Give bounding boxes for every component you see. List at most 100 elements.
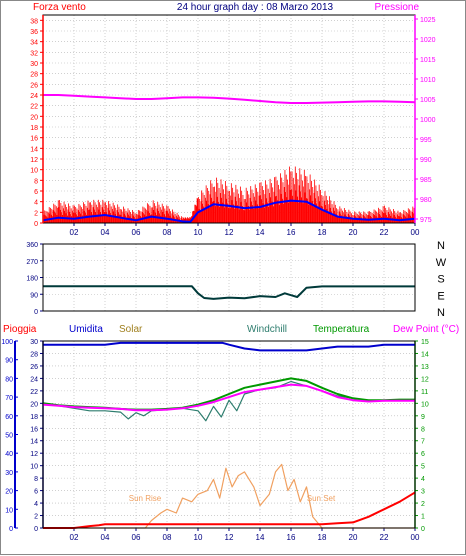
wind-gust-bar [225, 198, 227, 223]
wind-gust-bar [152, 207, 153, 223]
wind-gust-bar [284, 169, 286, 223]
wind-panel-x-tick-label: 16 [287, 228, 296, 237]
wind-gust-bar [62, 215, 64, 223]
wind-gust-bar [376, 217, 378, 223]
wind-gust-bar [254, 196, 255, 223]
wind-gust-bar [407, 213, 409, 223]
wind-gust-bar [307, 198, 308, 223]
wind-gust-bar [92, 214, 93, 223]
wind-gust-bar [380, 210, 382, 223]
wind-y-tick-label: 32 [30, 50, 38, 57]
wind-gust-bar [381, 216, 383, 223]
wind-gust-bar [291, 189, 292, 223]
wind-gust-bar [92, 207, 94, 223]
wind-gust-bar [325, 204, 327, 223]
wind-gust-bar [160, 215, 162, 223]
wind-gust-bar [349, 211, 351, 223]
wind-gust-bar [305, 175, 307, 223]
direction-tick-label: 360 [26, 242, 38, 249]
wind-gust-bar [255, 200, 257, 223]
wind-gust-bar [146, 203, 148, 223]
wind-gust-bar [254, 184, 256, 223]
wind-y-tick-label: 26 [30, 82, 38, 89]
wind-gust-bar [176, 212, 178, 223]
right-tick-label: 9 [421, 414, 425, 421]
wind-gust-bar [388, 207, 390, 223]
wind-gust-bar [280, 193, 282, 223]
wind-gust-bar [99, 202, 100, 223]
wind-gust-bar [63, 208, 64, 223]
wind-gust-bar [379, 208, 381, 223]
right-tick-label: 5 [421, 464, 425, 471]
wind-gust-bar [163, 206, 164, 223]
wind-gust-bar [345, 216, 347, 223]
wind-gust-bar [110, 206, 112, 223]
wind-gust-bar [239, 197, 241, 223]
wind-gust-bar [126, 217, 128, 223]
wind-gust-bar [121, 209, 122, 223]
wind-gust-bar [353, 218, 354, 223]
wind-gust-bar [261, 186, 263, 223]
wind-gust-bar [229, 191, 230, 223]
wind-gust-bar [44, 210, 46, 223]
wind-gust-bar [209, 194, 211, 223]
wind-gust-bar [411, 217, 412, 223]
wind-gust-bar [161, 203, 163, 223]
wind-gust-bar [340, 213, 341, 223]
wind-gust-bar [57, 207, 59, 223]
wind-gust-bar [145, 208, 146, 223]
wind-gust-bar [386, 210, 388, 223]
wind-gust-bar [114, 213, 116, 223]
percent-tick-label: 0 [9, 526, 13, 533]
wind-gust-bar [272, 187, 274, 223]
dewpoint-line [42, 383, 415, 412]
temp-panel-x-tick-label: 02 [70, 533, 79, 542]
wind-gust-bar [280, 173, 281, 223]
wind-y-tick-label: 24 [30, 93, 38, 100]
wind-gust-bar [108, 201, 110, 223]
wind-gust-bar [279, 189, 281, 223]
wind-gust-bar [309, 189, 310, 223]
wind-gust-bar [118, 206, 120, 223]
wind-gust-bar [158, 204, 160, 223]
right-tick-label: 7 [421, 439, 425, 446]
wind-gust-bar [243, 199, 245, 223]
temp-panel-x-tick-label: 08 [163, 533, 172, 542]
wind-gust-bar [205, 185, 207, 223]
right-tick-label: 4 [421, 476, 425, 483]
wind-gust-bar [203, 206, 204, 223]
wind-gust-bar [78, 203, 80, 223]
wind-gust-bar [136, 213, 137, 223]
wind-gust-bar [66, 215, 68, 223]
temp-tick-label: 16 [30, 426, 38, 433]
wind-gust-bar [225, 181, 226, 223]
wind-gust-bar [366, 218, 368, 223]
right-tick-label: 0 [421, 526, 425, 533]
wind-gust-bar [311, 201, 313, 223]
wind-gust-bar [85, 205, 87, 223]
wind-gust-bar [343, 208, 345, 223]
wind-gust-bar [269, 192, 270, 223]
wind-gust-bar [71, 216, 73, 223]
right-tick-label: 14 [421, 351, 429, 358]
wind-gust-bar [344, 214, 346, 223]
wind-gust-bar [227, 203, 228, 223]
wind-panel-x-tick-label: 18 [318, 228, 327, 237]
wind-gust-bar [230, 183, 232, 223]
wind-gust-bar [300, 191, 301, 223]
wind-gust-bar [204, 209, 206, 223]
temp-tick-label: 24 [30, 376, 38, 383]
wind-gust-bar [370, 211, 372, 223]
wind-gust-bar [137, 214, 139, 223]
wind-gust-bar [296, 172, 297, 223]
wind-gust-bar [358, 211, 360, 223]
right-tick-label: 10 [421, 401, 429, 408]
sunset-label: Sun Set [307, 494, 336, 503]
wind-gust-bar [114, 205, 115, 223]
wind-gust-bar [250, 201, 252, 223]
wind-gust-bar [56, 215, 58, 223]
temp-panel-x-tick-label: 22 [380, 533, 389, 542]
wind-gust-bar [61, 205, 63, 223]
pressure-tick-label: 1005 [420, 97, 436, 104]
wind-gust-bar [319, 201, 321, 223]
